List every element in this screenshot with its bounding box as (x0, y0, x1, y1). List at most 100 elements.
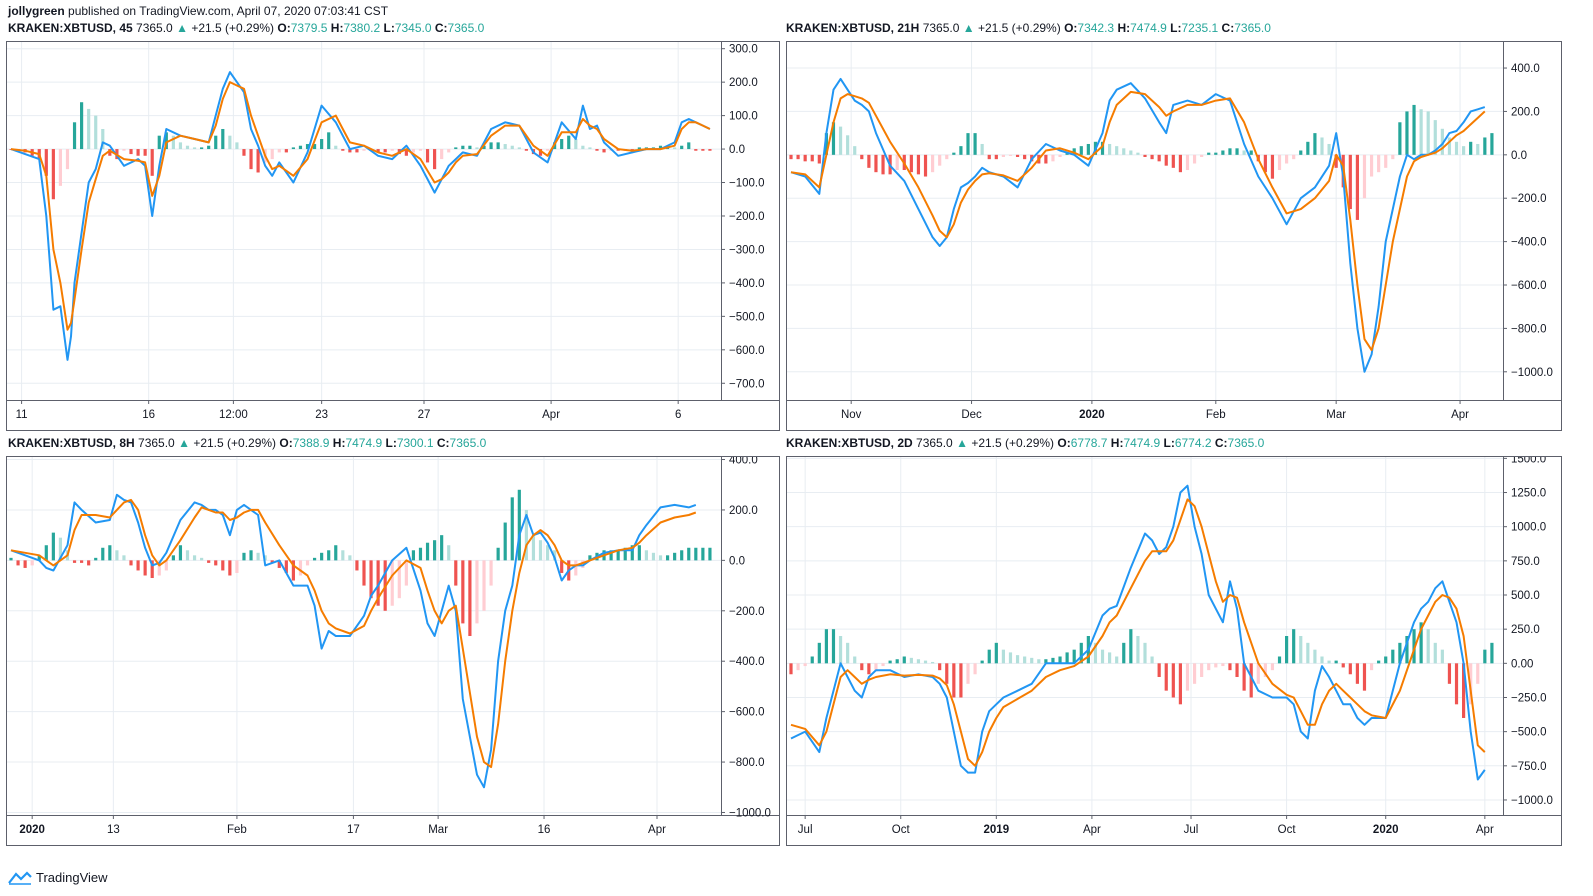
symbol-label: KRAKEN:XBTUSD, 8H (8, 436, 135, 450)
y-tick-label: 100.0 (729, 111, 758, 123)
histogram-bar (680, 145, 684, 150)
histogram-bar (433, 540, 437, 561)
y-tick-label: −1000.0 (1511, 795, 1553, 807)
histogram-bar (1192, 154, 1197, 164)
last-price: 7365.0 (138, 436, 175, 450)
tradingview-brand[interactable]: TradingView (8, 870, 108, 885)
histogram-bar (658, 555, 663, 561)
histogram-bar (37, 555, 41, 561)
histogram-bar (616, 550, 620, 561)
histogram-bar (1079, 146, 1083, 155)
histogram-bar (1433, 120, 1437, 155)
histogram-bar (588, 555, 592, 561)
histogram-bar (256, 552, 260, 561)
histogram-bar (623, 547, 627, 561)
histogram-bar (687, 547, 691, 561)
histogram-bar (1490, 642, 1494, 664)
low-value: 7345.0 (394, 21, 432, 35)
y-tick-label: −800.0 (1511, 323, 1547, 335)
histogram-bar (517, 489, 521, 561)
x-tick-label: Nov (841, 409, 862, 421)
histogram-bar (390, 149, 394, 151)
histogram-bar (136, 149, 140, 156)
y-tick-label: −500.0 (1511, 727, 1547, 739)
macd-chart-svg: 300.0 200.0 100.0 0.0 −100.0 −200.0 −300.0 −400… (7, 42, 779, 421)
histogram-bar (291, 147, 295, 150)
histogram-bar (1426, 111, 1430, 155)
histogram-bar (1235, 663, 1239, 677)
histogram-bar (1285, 154, 1289, 164)
histogram-bar (263, 555, 267, 561)
histogram-bar (1334, 154, 1338, 168)
y-tick-label: −700.0 (729, 378, 765, 390)
histogram-bar (1023, 154, 1027, 160)
y-tick-label: 0.00 (1511, 658, 1533, 670)
histogram-bar (687, 142, 691, 150)
y-tick-label: 0.0 (1511, 150, 1527, 162)
histogram-bar (994, 642, 998, 664)
histogram-bar (1214, 663, 1218, 668)
y-tick-label: 250.0 (1511, 624, 1540, 636)
signal-line (790, 498, 1486, 767)
histogram-bar (888, 660, 892, 664)
histogram-bar (1433, 642, 1437, 664)
grid-lines (7, 42, 721, 400)
x-tick-label: 17 (347, 824, 360, 836)
chart-panel-45[interactable]: 300.0 200.0 100.0 0.0 −100.0 −200.0 −300.0 −400… (6, 41, 780, 431)
x-tick-label: Apr (648, 824, 666, 836)
histogram-bar (482, 145, 486, 150)
histogram-bar (108, 545, 112, 561)
x-tick-label: Oct (1278, 824, 1297, 836)
histogram-bar (1221, 150, 1225, 155)
histogram-bar (1454, 141, 1459, 155)
histogram-bar (72, 122, 77, 150)
y-tick-label: 500.0 (1511, 590, 1540, 602)
histogram-bar (143, 560, 147, 576)
histogram-bar (923, 660, 928, 664)
histogram (789, 104, 1494, 220)
histogram-bar (789, 663, 793, 675)
histogram-bar (433, 149, 437, 170)
histogram-bar (1299, 636, 1303, 664)
up-arrow-icon: ▲ (178, 436, 190, 450)
histogram-bar (694, 547, 698, 561)
y-tick-label: 1000.0 (1511, 522, 1546, 534)
histogram-bar (931, 154, 935, 173)
histogram-bar (397, 560, 401, 599)
histogram-bar (327, 550, 331, 561)
histogram-bar (461, 560, 465, 624)
price-change: +21.5 (+0.29%) (977, 21, 1061, 35)
last-price: 7365.0 (922, 21, 960, 35)
author-name[interactable]: jollygreen (8, 4, 65, 18)
histogram-bar (320, 552, 324, 561)
chart-panel-21h[interactable]: 400.0 200.0 0.0 −200.0 −400.0 −600.0 −800.0 −10… (786, 41, 1562, 431)
histogram-bar (1164, 154, 1168, 166)
open-value: 7342.3 (1077, 21, 1115, 35)
histogram-bar (440, 535, 444, 561)
histogram-bar (916, 154, 921, 175)
histogram-bar (1115, 146, 1119, 155)
histogram-bar (1108, 143, 1112, 155)
x-tick-label: 2020 (1373, 824, 1399, 836)
histogram-bar (1299, 150, 1303, 155)
x-tick-label: 2019 (984, 824, 1010, 836)
chart-panel-8h[interactable]: 400.0 200.0 0.0 −200.0 −400.0 −600.0 −800.0 −10… (6, 456, 780, 846)
histogram-bar (9, 557, 13, 561)
low-value: 7300.1 (396, 436, 434, 450)
histogram-bar (1228, 148, 1232, 155)
x-tick-label: Mar (1326, 409, 1346, 421)
y-tick-label: −200.0 (729, 606, 765, 618)
histogram-bar (602, 149, 606, 153)
histogram-bar (1171, 154, 1175, 168)
histogram-bar (72, 560, 77, 563)
histogram-bar (1334, 660, 1338, 664)
histogram-bar (87, 108, 91, 150)
histogram-bar (101, 128, 105, 150)
chart-panel-2d[interactable]: 1500.0 1250.0 1000.0 750.0 500.0 250.0 0.00 −25… (786, 456, 1562, 846)
histogram-bar (1129, 629, 1133, 664)
histogram-bar (1405, 111, 1409, 155)
histogram-bar (796, 154, 800, 160)
x-tick-label: Feb (1206, 409, 1226, 421)
histogram-bar (1263, 663, 1267, 677)
histogram-bar (1440, 128, 1444, 155)
